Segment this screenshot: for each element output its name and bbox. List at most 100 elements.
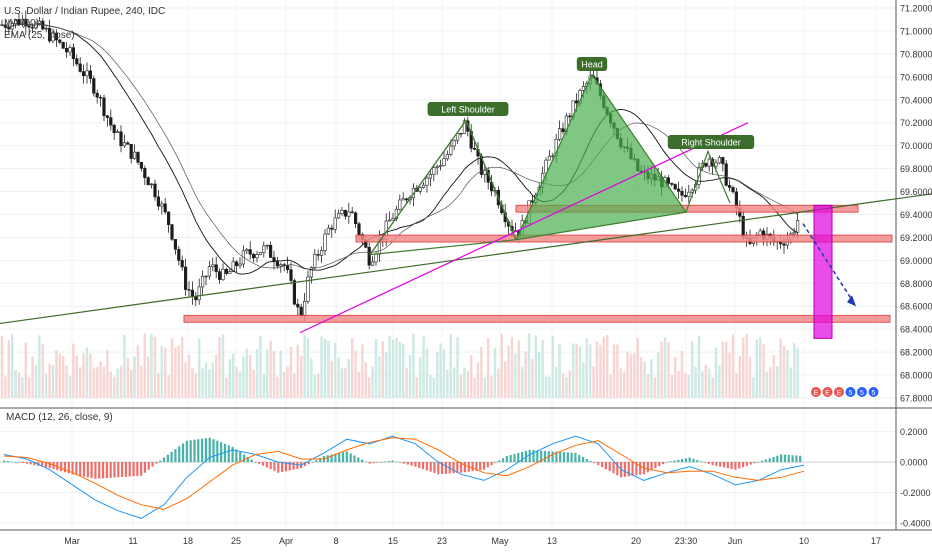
candle-body [95, 92, 99, 98]
macd-histogram-bar [517, 452, 520, 463]
macd-histogram-bar [140, 462, 143, 476]
volume-bar [354, 350, 357, 398]
macd-histogram-bar [418, 462, 421, 468]
volume-bar [402, 343, 405, 398]
macd-histogram-bar [216, 440, 219, 463]
candle-body [319, 250, 324, 256]
symbol-legend[interactable]: U.S. Dollar / Indian Rupee, 240, IDC [4, 6, 166, 17]
macd-histogram-bar [204, 438, 208, 463]
volume-bar [578, 346, 582, 398]
macd-histogram-bar [597, 462, 600, 466]
macd-histogram-bar [581, 457, 585, 463]
volume-bar [517, 340, 520, 398]
macd-histogram-bar [109, 462, 112, 478]
candle-body [265, 244, 269, 247]
price-tick-label: 69.8000 [900, 164, 932, 174]
volume-bar [629, 353, 633, 398]
candle-body [326, 227, 331, 235]
sma-legend[interactable]: MA (20) [4, 18, 40, 29]
volume-bar [242, 356, 245, 398]
macd-histogram-bar [749, 462, 752, 465]
macd-histogram-bar [82, 462, 86, 477]
candle-body [92, 78, 96, 94]
head-label-bg [576, 57, 608, 71]
volume-bar [215, 354, 218, 398]
candle-body [44, 27, 48, 30]
time-tick-label: 10 [799, 536, 809, 546]
volume-bar [796, 348, 799, 398]
macd-histogram-bar [315, 460, 318, 463]
ema-25-line [1, 23, 798, 270]
time-tick-label: May [491, 536, 509, 546]
macd-tick-label: -0.2000 [900, 488, 931, 498]
volume-bar [789, 367, 792, 398]
volume-bar [344, 367, 347, 398]
macd-histogram-bar [151, 462, 154, 467]
macd-histogram-bar [246, 457, 249, 463]
candle-body [561, 128, 565, 133]
macd-legend[interactable]: MACD (12, 26, close, 9) [6, 412, 113, 423]
volume-bar [286, 366, 289, 398]
candle-body [687, 191, 691, 197]
volume-bar [130, 370, 133, 398]
volume-bar [555, 366, 558, 398]
volume-bar [92, 367, 95, 398]
macd-histogram-bar [776, 455, 779, 463]
volume-bar [361, 344, 364, 398]
macd-histogram-bar [235, 449, 238, 463]
price-tick-label: 70.2000 [900, 118, 932, 128]
candle-body [459, 133, 463, 135]
volume-bar [670, 374, 673, 398]
macd-histogram-bar [570, 452, 573, 463]
macd-histogram-bar [10, 461, 13, 463]
volume-bar [674, 357, 677, 398]
macd-histogram-bar [311, 462, 314, 463]
price-tick-label: 70.4000 [900, 95, 932, 105]
volume-bar [446, 369, 449, 398]
candle-body [173, 239, 178, 250]
volume-bar [643, 361, 646, 398]
volume-bar [439, 343, 442, 398]
candle-body [343, 209, 348, 217]
volume-bar [704, 364, 707, 398]
volume-bar [334, 342, 337, 398]
time-tick-label: 25 [231, 536, 241, 546]
volume-bar [181, 336, 184, 398]
candle-body [119, 131, 123, 147]
volume-bar [157, 372, 160, 398]
candle-body [65, 48, 69, 53]
candle-body [547, 155, 551, 161]
macd-histogram-bar [787, 454, 790, 463]
macd-histogram-bar [113, 462, 116, 478]
candle-body [82, 71, 86, 77]
macd-histogram-bar [482, 462, 486, 470]
macd-histogram-bar [479, 462, 482, 471]
macd-histogram-bar [566, 452, 569, 463]
macd-histogram-bar [208, 437, 211, 463]
right-shoulder-label-bg [667, 135, 755, 149]
volume-bar [745, 333, 748, 398]
volume-bar [582, 362, 585, 398]
candle-body [398, 199, 402, 210]
volume-bar [714, 347, 718, 398]
candle-body [449, 145, 453, 155]
macd-histogram-bar [471, 462, 474, 472]
macd-histogram-bar [639, 462, 642, 475]
macd-histogram-bar [288, 462, 291, 471]
macd-histogram-bar [585, 459, 588, 463]
volume-bar [283, 371, 286, 398]
candle-body [704, 163, 708, 167]
ema-legend[interactable]: EMA (25, close) [4, 30, 75, 41]
volume-bar [551, 335, 554, 398]
candle-body [58, 39, 62, 43]
macd-histogram-bar [760, 460, 764, 463]
volume-bar [592, 366, 595, 398]
volume-bar [55, 350, 58, 398]
candle-body [581, 86, 585, 91]
neckline-trendline [0, 193, 932, 325]
volume-bar [337, 357, 340, 398]
macd-histogram-bar [227, 445, 230, 463]
macd-histogram-bar [780, 454, 783, 463]
